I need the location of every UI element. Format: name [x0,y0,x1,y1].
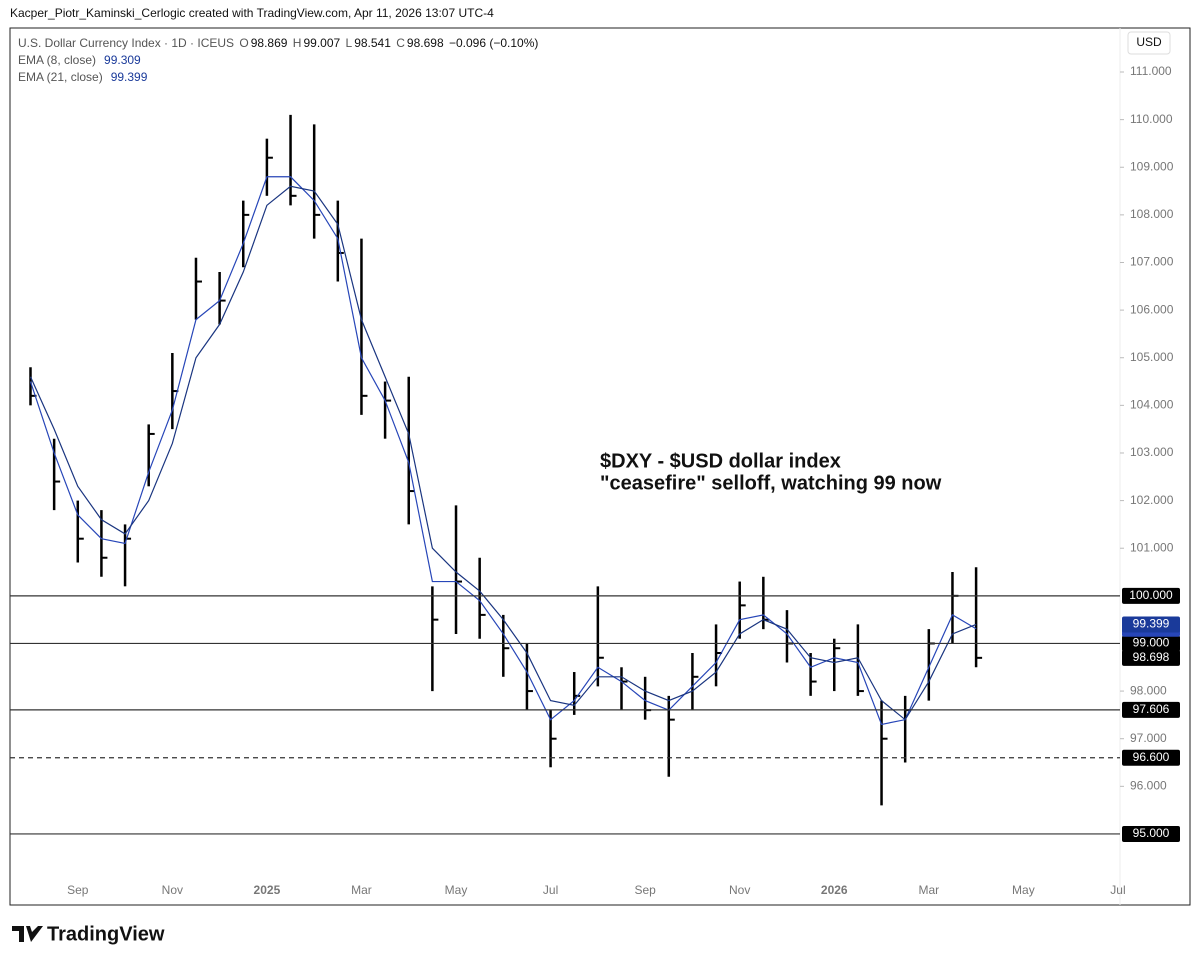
x-tick-label: Jul [1110,883,1125,897]
level-label-box [1122,825,1180,842]
y-tick-label: 111.000 [1130,64,1172,78]
currency-button[interactable] [1127,31,1171,55]
y-tick-label: 109.000 [1130,159,1174,173]
x-tick-label: May [445,883,468,897]
y-tick-label: 97.000 [1130,731,1167,745]
change: −0.096 (−0.10%) [448,36,539,50]
y-tick-label: 110.000 [1130,112,1173,126]
symbol-legend: U.S. Dollar Currency Index · 1D · ICEUS … [18,36,540,50]
logo-mark [12,926,43,942]
x-tick-label: Sep [634,883,656,897]
ema-label-box [1122,616,1180,633]
x-tick-label: Mar [918,883,939,897]
legend-name: EMA (8, close) [18,53,97,67]
currency[interactable]: USD [1136,35,1162,49]
level-label-box [1122,635,1180,652]
y-tick-label: 107.000 [1130,255,1174,269]
x-tick-label: May [1012,883,1035,897]
close: 98.698 [406,36,444,50]
open: 98.869 [250,36,288,50]
annotation: $DXY - $USD dollar index [600,450,841,472]
logo-text: TradingView [47,923,165,945]
x-tick-label: 2026 [821,883,848,897]
level-label-box [1122,701,1180,718]
legend-name: EMA (21, close) [18,70,103,84]
low: 98.541 [354,36,391,50]
high: 99.007 [303,36,341,50]
level-label: 97.606 [1133,702,1170,716]
x-tick-label: Jul [543,883,558,897]
y-tick-label: 102.000 [1130,493,1174,507]
header: Kacper_Piotr_Kaminski_Cerlogic created w… [10,6,494,20]
x-tick-label: Mar [351,883,372,897]
y-tick-label: 96.000 [1130,778,1167,792]
x-tick-label: Nov [162,883,183,897]
annotation: "ceasefire" selloff, watching 99 now [600,472,942,494]
low-label: L [345,36,353,50]
y-tick-label: 104.000 [1130,398,1174,412]
ema-legend: EMA (8, close) 99.309 [18,53,143,67]
close-label: C [396,36,405,50]
ema-label: 99.399 [1133,617,1170,631]
ema-legend: EMA (21, close) 99.399 [18,70,149,84]
y-tick-label: 106.000 [1130,302,1174,316]
y-tick-label: 105.000 [1130,350,1174,364]
level-label: 100.000 [1129,588,1173,602]
x-tick-label: 2025 [254,883,281,897]
x-tick-label: Nov [729,883,750,897]
y-tick-label: 98.000 [1130,683,1167,697]
legend-value: 99.399 [110,70,148,84]
logo: TradingView [12,923,165,945]
level-label-box [1122,749,1180,766]
ema-line [29,176,977,726]
ema-line [29,185,977,721]
symbol-title: U.S. Dollar Currency Index · 1D · ICEUS [18,36,235,50]
level-label: 95.000 [1133,826,1170,840]
plot [29,114,983,806]
level-label-box [1122,587,1180,604]
legend-value: 99.309 [104,53,141,67]
last-price-label: 98.698 [1133,650,1170,664]
level-label: 96.600 [1133,750,1170,764]
chart-frame [9,27,1191,906]
last-price-label-box [1122,649,1180,666]
y-tick-label: 101.000 [1130,540,1174,554]
high-label: H [292,36,302,50]
y-tick-label: 108.000 [1130,207,1174,221]
open-label: O [239,36,249,50]
x-tick-label: Sep [67,883,89,897]
level-label: 99.000 [1133,636,1170,650]
y-tick-label: 103.000 [1130,445,1174,459]
